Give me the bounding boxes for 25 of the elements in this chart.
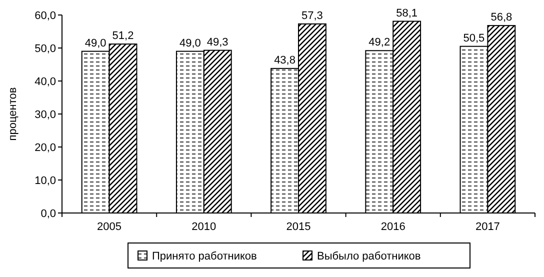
x-tick-label: 2005 bbox=[97, 221, 122, 233]
data-label: 43,8 bbox=[274, 54, 296, 66]
y-tick-label: 60,0 bbox=[34, 10, 56, 22]
data-label: 49,0 bbox=[84, 37, 106, 50]
data-label: 57,3 bbox=[302, 10, 323, 22]
x-tick-label: 2016 bbox=[380, 221, 406, 233]
data-label: 49,3 bbox=[206, 36, 228, 48]
data-label: 49,0 bbox=[179, 37, 201, 50]
data-label: 50,5 bbox=[463, 32, 485, 44]
legend-label: Выбыло работников bbox=[317, 250, 421, 262]
data-label: 49,2 bbox=[368, 36, 390, 49]
data-label: 58,1 bbox=[396, 7, 418, 20]
y-axis-title: процентов bbox=[7, 87, 19, 141]
y-tick-label: 50,0 bbox=[34, 42, 56, 55]
legend-label: Принято работников bbox=[152, 250, 258, 262]
x-tick-label: 2010 bbox=[192, 221, 216, 233]
data-label: 56,8 bbox=[490, 12, 512, 24]
y-tick-label: 10,0 bbox=[34, 174, 56, 187]
data-label: 51,2 bbox=[112, 30, 134, 42]
y-tick-label: 20,0 bbox=[34, 142, 56, 154]
y-tick-label: 0,0 bbox=[40, 208, 56, 220]
x-tick-label: 2017 bbox=[475, 221, 500, 233]
y-tick-label: 30,0 bbox=[34, 108, 56, 121]
y-tick-label: 40,0 bbox=[34, 76, 56, 88]
x-tick-label: 2015 bbox=[286, 221, 311, 233]
